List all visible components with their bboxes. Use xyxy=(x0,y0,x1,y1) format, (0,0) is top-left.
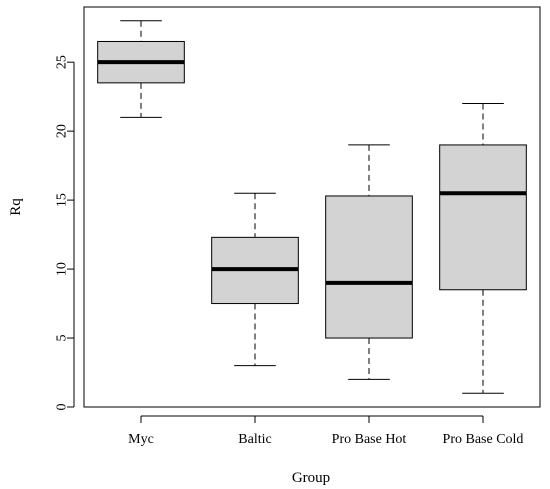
iqr-box xyxy=(439,144,527,291)
x-tick-label: Pro Base Hot xyxy=(332,432,407,447)
y-axis-title: Rq xyxy=(8,198,24,216)
iqr-box xyxy=(325,195,413,339)
y-tick-label: 0 xyxy=(55,404,70,411)
x-axis: Myc Baltic Pro Base Hot Pro Base Cold xyxy=(128,415,524,447)
x-tick-label: Myc xyxy=(128,432,154,447)
y-tick-label: 10 xyxy=(55,262,70,276)
plot-frame xyxy=(83,6,541,408)
y-tick-label: 15 xyxy=(55,193,70,207)
box-group xyxy=(211,192,299,367)
x-tick-label: Pro Base Cold xyxy=(443,432,524,447)
box-group xyxy=(325,144,413,380)
x-tick-label: Baltic xyxy=(238,432,271,447)
x-axis-title: Group xyxy=(292,470,330,486)
y-tick-label: 25 xyxy=(55,55,70,69)
y-axis: 0 5 10 15 20 25 xyxy=(55,55,75,411)
box-group xyxy=(439,103,527,394)
box-group xyxy=(97,20,185,118)
y-tick-label: 5 xyxy=(55,335,70,342)
box-series xyxy=(97,20,527,394)
y-tick-label: 20 xyxy=(55,124,70,138)
